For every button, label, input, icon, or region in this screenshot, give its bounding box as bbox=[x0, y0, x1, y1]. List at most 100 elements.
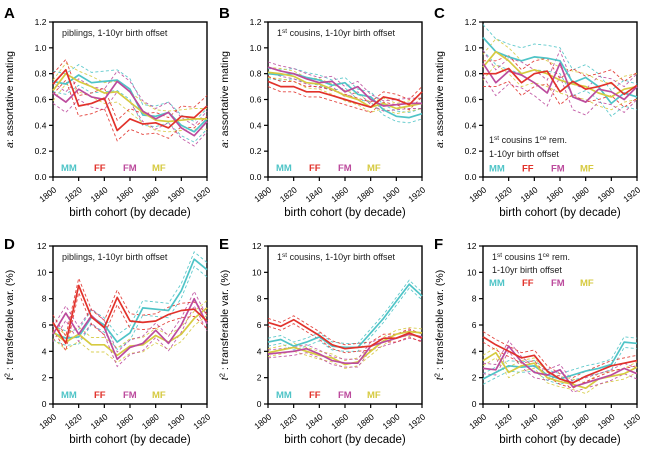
y-axis-label: a: assortative mating bbox=[4, 51, 16, 148]
legend-item-FM: FM bbox=[551, 278, 565, 289]
svg-text:1820: 1820 bbox=[278, 185, 299, 205]
panel-title-line: 1st cousins 1ce rem. bbox=[492, 252, 570, 262]
svg-text:1880: 1880 bbox=[355, 412, 376, 432]
panel-title-line: 1-10yr birth offset bbox=[492, 265, 562, 275]
series-FM-ci-lower bbox=[482, 350, 638, 393]
svg-text:1920: 1920 bbox=[406, 412, 427, 432]
series-MF-ci-lower bbox=[482, 357, 638, 394]
legend: MM FF FM MF bbox=[61, 390, 166, 401]
svg-text:1900: 1900 bbox=[165, 185, 186, 205]
panel-e-chart: Et2 : transferable var. (%) 0 2 4 6 8 10 12 1800… bbox=[218, 236, 428, 446]
svg-text:1800: 1800 bbox=[467, 412, 488, 432]
series-MM-ci-upper bbox=[482, 24, 638, 92]
y-axis-ticks: 0 2 4 6 8 10 12 bbox=[467, 241, 483, 409]
svg-text:0.4: 0.4 bbox=[35, 120, 47, 130]
svg-text:2: 2 bbox=[42, 373, 47, 383]
legend: MM FF FM MF bbox=[61, 163, 166, 174]
series-MF-line bbox=[482, 50, 638, 98]
series-FF-ci-upper bbox=[267, 75, 423, 103]
series-FF-line bbox=[267, 318, 423, 350]
svg-text:1840: 1840 bbox=[518, 412, 539, 432]
legend-item-FF: FF bbox=[94, 390, 106, 401]
svg-text:0.8: 0.8 bbox=[465, 69, 477, 79]
series-FM-line bbox=[482, 345, 638, 388]
svg-text:0.0: 0.0 bbox=[250, 172, 262, 182]
svg-text:1800: 1800 bbox=[37, 185, 58, 205]
series-FM-ci-lower bbox=[52, 304, 208, 368]
panel-title-line: 1st cousins, 1-10yr birth offset bbox=[277, 28, 395, 38]
svg-text:0.8: 0.8 bbox=[250, 69, 262, 79]
panel-title-line: 1-10yr birth offset bbox=[489, 149, 559, 159]
svg-text:1820: 1820 bbox=[63, 185, 84, 205]
svg-text:1800: 1800 bbox=[37, 412, 58, 432]
svg-text:4: 4 bbox=[257, 346, 262, 356]
svg-text:12: 12 bbox=[252, 241, 262, 251]
svg-text:1860: 1860 bbox=[114, 412, 135, 432]
legend-item-MF: MF bbox=[580, 278, 594, 289]
svg-text:1.2: 1.2 bbox=[465, 17, 477, 27]
legend-item-MM: MM bbox=[276, 163, 292, 174]
x-axis-ticks: 1800 1820 1840 1860 1880 1900 1920 bbox=[37, 404, 212, 431]
svg-text:0.0: 0.0 bbox=[35, 172, 47, 182]
svg-text:1880: 1880 bbox=[140, 185, 161, 205]
series-FF-line bbox=[52, 284, 208, 345]
series-FF-line bbox=[52, 68, 208, 132]
legend-item-MF: MF bbox=[367, 390, 381, 401]
panel-letter: C bbox=[434, 5, 445, 22]
svg-text:1820: 1820 bbox=[493, 412, 514, 432]
svg-text:6: 6 bbox=[42, 320, 47, 330]
panel-a-chart: Aa: assortative mating 0.0 0.2 0.4 0.6 0.8 1.0… bbox=[4, 5, 212, 219]
series-MM-line bbox=[482, 36, 638, 105]
legend-item-FM: FM bbox=[551, 164, 565, 175]
svg-text:1880: 1880 bbox=[140, 412, 161, 432]
series-MF-line bbox=[267, 71, 423, 110]
legend-item-MF: MF bbox=[580, 164, 594, 175]
legend-item-MF: MF bbox=[152, 390, 166, 401]
svg-text:2: 2 bbox=[472, 373, 477, 383]
series-MF-ci-lower bbox=[267, 335, 423, 369]
series-FM-ci-lower bbox=[267, 337, 423, 368]
svg-text:6: 6 bbox=[472, 320, 477, 330]
svg-text:12: 12 bbox=[467, 241, 477, 251]
panel-f-chart: Ft2 : transferable var. (%) 0 2 4 6 8 10 12 1800… bbox=[433, 236, 643, 446]
svg-text:10: 10 bbox=[37, 267, 47, 277]
panel-c-chart: Ca: assortative mating 0.0 0.2 0.4 0.6 0.8 1.0… bbox=[434, 5, 642, 219]
x-axis-ticks: 1800 1820 1840 1860 1880 1900 1920 bbox=[252, 177, 427, 204]
y-axis-ticks: 0.0 0.2 0.4 0.6 0.8 1.0 1.2 bbox=[465, 17, 483, 182]
legend-item-MM: MM bbox=[489, 164, 505, 175]
legend-item-MM: MM bbox=[489, 278, 505, 289]
y-axis-ticks: 0 2 4 6 8 10 12 bbox=[252, 241, 268, 409]
svg-text:1920: 1920 bbox=[406, 185, 427, 205]
y-axis-label: a: assortative mating bbox=[434, 51, 446, 148]
legend: MM FF FM MF bbox=[489, 164, 594, 175]
panel-letter: A bbox=[4, 5, 15, 22]
svg-text:0: 0 bbox=[472, 399, 477, 409]
svg-text:0.2: 0.2 bbox=[250, 146, 262, 156]
series-MF-ci-lower bbox=[267, 77, 423, 115]
legend-item-FF: FF bbox=[309, 163, 321, 174]
legend-item-FF: FF bbox=[522, 164, 534, 175]
y-axis-label: t2 : transferable var. (%) bbox=[218, 270, 231, 380]
svg-text:6: 6 bbox=[257, 320, 262, 330]
series-FF-ci-upper bbox=[267, 315, 423, 346]
svg-text:0.0: 0.0 bbox=[465, 172, 477, 182]
x-axis-label: birth cohort (by decade) bbox=[499, 434, 621, 446]
svg-text:8: 8 bbox=[257, 294, 262, 304]
series-FM-ci-upper bbox=[52, 70, 208, 126]
series-MM-ci-upper bbox=[267, 279, 423, 344]
series-FF-ci-lower bbox=[482, 341, 638, 389]
series-MF-ci-lower bbox=[482, 63, 638, 111]
panel-letter: F bbox=[434, 236, 443, 253]
panel-letter: E bbox=[219, 236, 229, 253]
series-MM-ci-upper bbox=[52, 251, 208, 336]
svg-text:1820: 1820 bbox=[493, 185, 514, 205]
svg-text:1860: 1860 bbox=[114, 185, 135, 205]
series-FM-ci-upper bbox=[267, 329, 423, 360]
svg-text:0: 0 bbox=[42, 399, 47, 409]
series-lines bbox=[267, 61, 423, 124]
series-lines bbox=[482, 24, 638, 117]
